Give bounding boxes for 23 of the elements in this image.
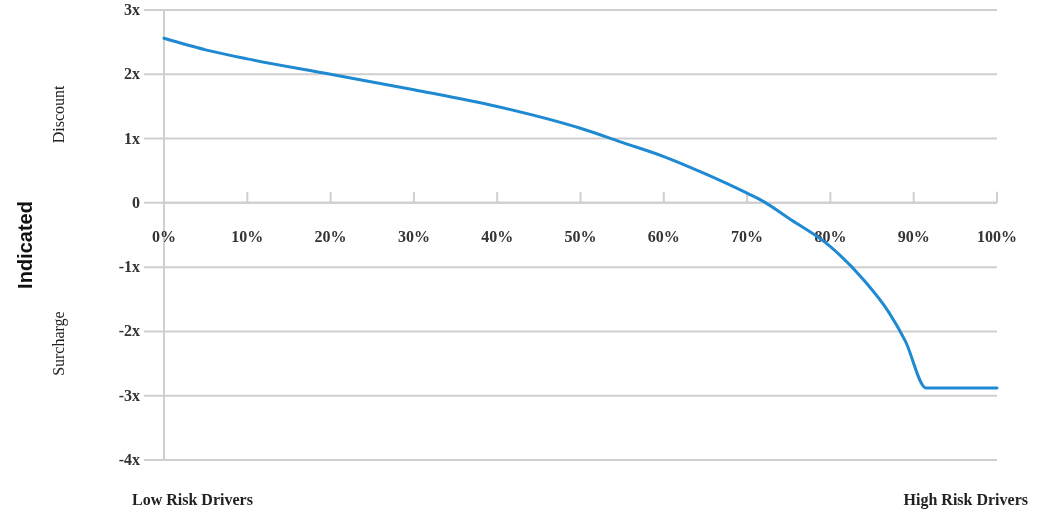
text: Low Risk Drivers (132, 491, 253, 508)
x-tick-label: 70% (731, 227, 764, 245)
x-tick-label: 10% (231, 227, 264, 245)
x-tick-label: 60% (647, 227, 680, 245)
x-tick-label: 90% (897, 227, 930, 245)
y-tick-label: 3x (124, 1, 140, 18)
x-tick-label: 50% (564, 227, 597, 245)
y-tick-label: -4x (118, 451, 140, 468)
text: Discount (50, 84, 67, 144)
y-tick-label: 2x (124, 65, 140, 83)
y-tick-label: -3x (118, 386, 140, 404)
x-tick-label: 0% (152, 227, 176, 245)
y-tick-label: -1x (118, 258, 140, 276)
y-tick-label: 1x (124, 129, 140, 147)
x-tick-label: 20% (314, 227, 347, 245)
y-tick-label: -2x (118, 322, 140, 340)
y-axis-title: Indicated (14, 201, 36, 289)
x-tick-label: 40% (481, 227, 514, 245)
y-tick-label: 0 (132, 193, 140, 211)
text: Surcharge (50, 311, 68, 376)
x-tick-label: 100% (977, 227, 1017, 245)
x-tick-label: 30% (397, 227, 430, 245)
text: High Risk Drivers (903, 491, 1028, 509)
